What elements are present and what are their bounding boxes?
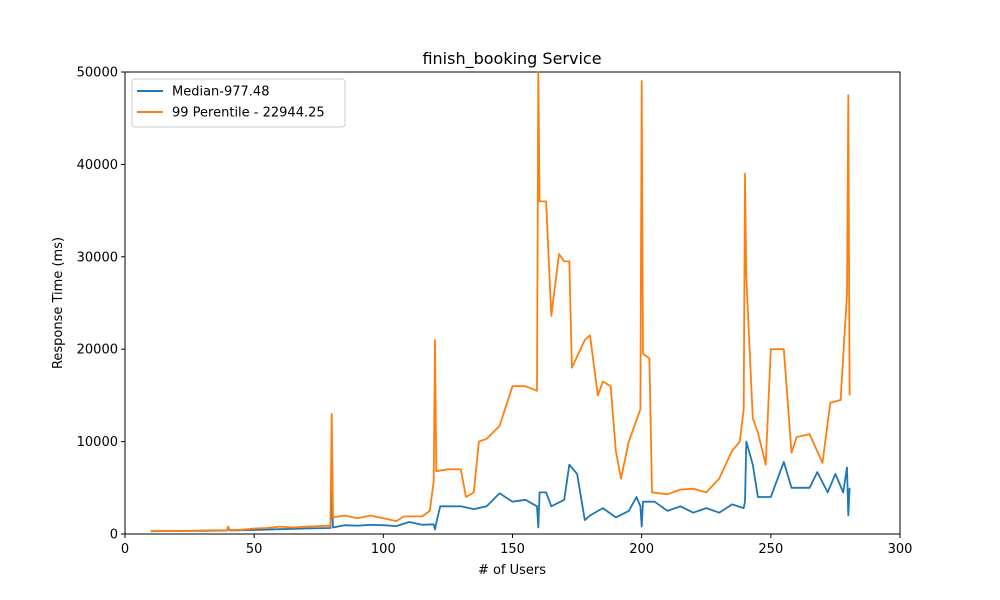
y-tick-label: 10000 (77, 435, 118, 450)
y-tick-label: 40000 (77, 158, 118, 173)
y-tick-label: 30000 (77, 250, 118, 265)
plot-area (124, 71, 901, 535)
x-tick-label: 150 (500, 542, 525, 557)
x-tick-label: 100 (371, 542, 396, 557)
series-line-1 (150, 440, 851, 533)
series-layer (150, 71, 851, 533)
y-tick-label: 20000 (77, 343, 118, 358)
x-tick-label: 300 (888, 542, 913, 557)
legend-label-1: Median-977.48 (172, 85, 269, 100)
legend-label-2: 99 Perentile - 22944.25 (172, 106, 325, 121)
y-axis-label: Response Time (ms) (51, 237, 66, 369)
x-tick-label: 200 (629, 542, 654, 557)
y-tick-label: 0 (110, 528, 118, 543)
legend-box (131, 78, 346, 128)
y-tick-label: 50000 (77, 66, 118, 81)
x-tick-label: 0 (121, 542, 129, 557)
x-axis-ticks: 0 50 100 150 200 250 300 (121, 534, 913, 557)
x-tick-label: 50 (246, 542, 263, 557)
y-axis-ticks: 0 10000 20000 30000 40000 50000 (77, 66, 125, 543)
series-line-2 (150, 71, 851, 533)
x-axis-label: # of Users (478, 563, 546, 578)
chart-title: finish_booking Service (422, 49, 601, 69)
x-tick-label: 250 (758, 542, 783, 557)
legend: Median-977.48 99 Perentile - 22944.25 (131, 78, 346, 128)
